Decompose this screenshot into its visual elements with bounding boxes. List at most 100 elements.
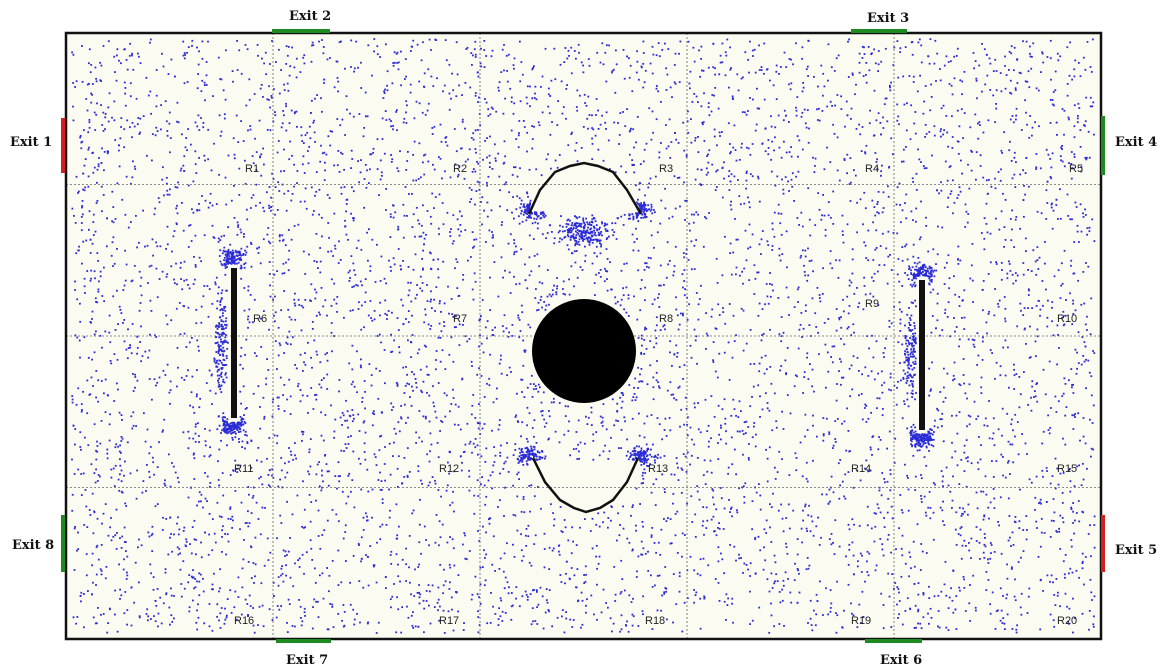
pedestrian-dot: [250, 265, 253, 268]
pedestrian-dot: [540, 507, 542, 510]
pedestrian-dot: [975, 178, 977, 181]
pedestrian-dot: [607, 139, 610, 142]
pedestrian-dot: [318, 311, 320, 314]
pedestrian-dot: [837, 277, 840, 279]
pedestrian-dot: [456, 73, 459, 76]
pedestrian-dot: [666, 241, 669, 244]
pedestrian-dot: [397, 248, 400, 250]
pedestrian-dot: [286, 631, 289, 633]
pedestrian-dot: [83, 277, 86, 280]
pedestrian-dot: [638, 380, 641, 383]
pedestrian-dot: [156, 466, 159, 468]
pedestrian-dot: [291, 625, 294, 627]
pedestrian-dot: [270, 96, 273, 99]
pedestrian-dot: [799, 441, 802, 444]
pedestrian-dot: [125, 505, 128, 507]
pedestrian-dot: [766, 240, 769, 243]
pedestrian-dot: [353, 217, 355, 220]
pedestrian-dot: [958, 296, 961, 298]
pedestrian-dot: [861, 57, 864, 59]
pedestrian-dot: [1090, 394, 1093, 397]
pedestrian-dot: [990, 544, 993, 546]
pedestrian-dot: [1081, 560, 1084, 563]
pedestrian-dot: [209, 482, 212, 484]
pedestrian-dot: [707, 564, 710, 567]
pedestrian-dot: [314, 141, 316, 143]
pedestrian-dot: [414, 568, 416, 571]
pedestrian-dot: [899, 362, 901, 364]
pedestrian-dot: [231, 70, 234, 72]
pedestrian-dot: [447, 610, 450, 613]
pedestrian-dot: [1086, 41, 1089, 43]
pedestrian-dot: [390, 161, 393, 163]
pedestrian-dot: [262, 206, 265, 209]
pedestrian-dot: [205, 74, 208, 77]
pedestrian-dot: [332, 255, 334, 257]
pedestrian-dot: [914, 398, 916, 401]
pedestrian-dot: [684, 396, 687, 399]
pedestrian-dot: [838, 318, 841, 321]
pedestrian-dot: [697, 213, 699, 216]
pedestrian-dot: [546, 295, 549, 298]
pedestrian-dot: [864, 151, 866, 154]
pedestrian-dot: [383, 277, 386, 280]
pedestrian-dot: [1078, 241, 1080, 243]
pedestrian-dot: [230, 199, 233, 202]
pedestrian-dot: [1091, 422, 1094, 424]
pedestrian-dot: [1008, 386, 1010, 389]
pedestrian-dot: [982, 280, 985, 282]
pedestrian-dot: [379, 280, 382, 282]
pedestrian-dot: [247, 289, 250, 292]
pedestrian-dot: [479, 334, 481, 337]
pedestrian-dot: [140, 360, 142, 363]
pedestrian-dot: [870, 411, 872, 414]
pedestrian-dot: [1030, 67, 1033, 70]
pedestrian-dot: [928, 367, 931, 370]
pedestrian-dot: [607, 526, 609, 529]
pedestrian-dot: [444, 368, 447, 370]
pedestrian-dot: [678, 176, 681, 179]
pedestrian-dot: [1027, 404, 1029, 406]
pedestrian-dot: [240, 231, 243, 234]
pedestrian-dot: [563, 236, 566, 239]
pedestrian-dot: [969, 277, 972, 280]
pedestrian-dot: [208, 485, 211, 488]
pedestrian-dot: [259, 201, 261, 204]
pedestrian-dot: [667, 145, 670, 148]
pedestrian-dot: [1074, 309, 1077, 312]
pedestrian-dot: [960, 108, 963, 111]
pedestrian-dot: [984, 545, 987, 548]
pedestrian-dot: [997, 428, 1000, 431]
pedestrian-dot: [665, 590, 667, 593]
pedestrian-dot: [659, 284, 662, 287]
pedestrian-dot: [643, 353, 646, 355]
pedestrian-dot: [342, 537, 345, 540]
pedestrian-dot: [512, 484, 514, 487]
pedestrian-dot: [247, 315, 250, 318]
pedestrian-dot: [194, 150, 197, 153]
pedestrian-dot: [259, 155, 261, 158]
pedestrian-dot: [1014, 521, 1017, 524]
pedestrian-dot: [735, 334, 737, 337]
pedestrian-dot: [340, 40, 342, 43]
pedestrian-dot: [1078, 520, 1081, 523]
pedestrian-dot: [584, 442, 586, 445]
pedestrian-dot: [970, 537, 973, 540]
pedestrian-dot: [406, 474, 409, 477]
pedestrian-dot: [614, 296, 617, 299]
pedestrian-dot: [789, 88, 792, 91]
pedestrian-dot: [678, 575, 681, 578]
pedestrian-dot: [418, 222, 421, 225]
pedestrian-dot: [101, 124, 104, 126]
pedestrian-dot: [689, 229, 691, 232]
pedestrian-dot: [768, 446, 771, 449]
pedestrian-dot: [880, 494, 883, 497]
pedestrian-dot: [871, 52, 873, 55]
pedestrian-dot: [872, 259, 875, 261]
pedestrian-dot: [727, 122, 730, 125]
pedestrian-dot: [902, 376, 905, 379]
pedestrian-dot: [689, 426, 692, 429]
pedestrian-dot: [224, 98, 227, 101]
pedestrian-dot: [488, 384, 491, 387]
pedestrian-dot: [751, 500, 754, 503]
